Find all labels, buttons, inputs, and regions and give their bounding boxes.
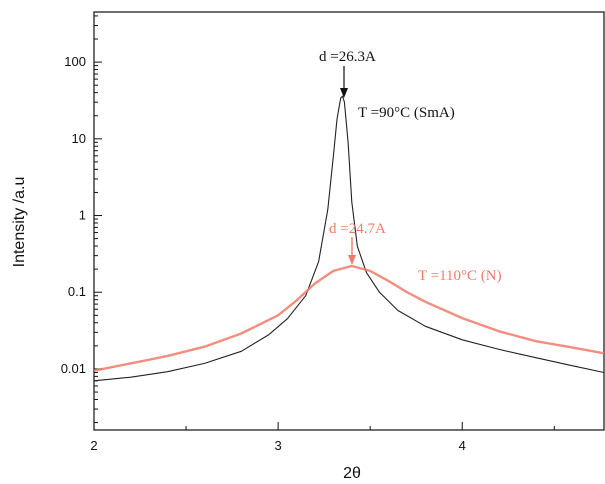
- arrow-d-nematic: [348, 237, 356, 265]
- x-tick-label: 3: [274, 438, 281, 453]
- y-tick-label: 0.1: [68, 284, 86, 299]
- annotation-d-smA: d =26.3A: [319, 49, 376, 65]
- x-axis-label: 2θ: [343, 465, 361, 482]
- y-tick-label: 1: [79, 208, 86, 223]
- x-tick-label: 4: [459, 438, 466, 453]
- annotation-t-smA: T =90°C (SmA): [358, 105, 455, 121]
- y-axis-label: Intensity /a.u: [11, 177, 28, 268]
- curves: [93, 95, 605, 382]
- y-tick-label: 0.01: [61, 361, 86, 376]
- series-line-nematic: [93, 264, 605, 372]
- series-line-smA: [93, 95, 605, 382]
- plot-frame: [93, 11, 605, 431]
- arrow-d-smA: [340, 66, 348, 98]
- x-tick-label: 2: [90, 438, 97, 453]
- axis-ticks: 2 3 4 0.01 0.1 1 10 100: [61, 15, 555, 453]
- annotation-d-nematic: d =24.7A: [329, 221, 386, 237]
- y-tick-label: 100: [64, 54, 86, 69]
- y-tick-label: 10: [72, 131, 86, 146]
- annotation-t-nematic: T =110°C (N): [418, 268, 502, 284]
